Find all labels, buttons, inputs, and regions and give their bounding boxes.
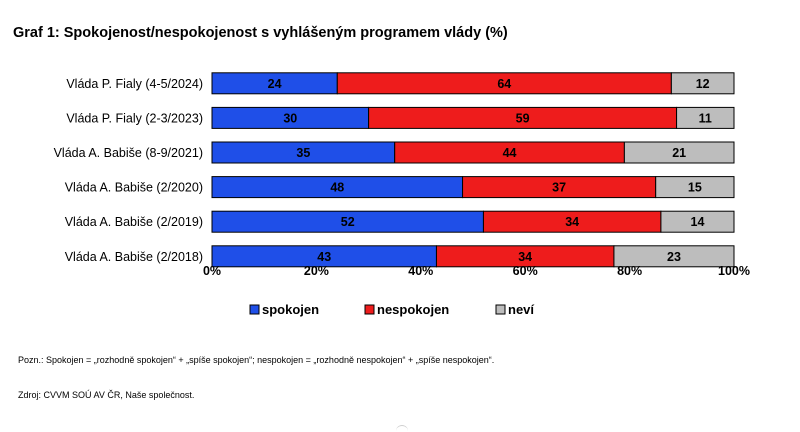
data-label: 14: [691, 215, 705, 229]
category-label: Vláda P. Fialy (2-3/2023): [66, 111, 203, 125]
bar-segment-neví: [623, 141, 735, 164]
category-label: Vláda A. Babiše (2/2019): [65, 215, 203, 229]
source-note: Zdroj: CVVM SOÚ AV ČR, Naše společnost.: [18, 390, 195, 400]
data-label: 24: [268, 77, 282, 91]
legend-label: spokojen: [262, 302, 319, 317]
x-tick-label: 0%: [203, 264, 221, 278]
data-label: 15: [688, 181, 702, 195]
data-label: 64: [497, 77, 511, 91]
data-label: 23: [667, 250, 681, 264]
category-label: Vláda A. Babiše (8-9/2021): [54, 146, 203, 160]
bars-layer: 24 64 12 30 59 11 35 44 21 48 37 15 52 34 14 43 34 23: [211, 72, 735, 268]
data-label: 34: [518, 250, 532, 264]
data-label: 44: [503, 146, 517, 160]
data-label: 37: [552, 181, 566, 195]
bar-segment-neví: [676, 106, 735, 129]
legend: spokojen nespokojen neví: [249, 302, 534, 317]
bar-segment-neví: [660, 210, 735, 233]
data-label: 11: [699, 111, 712, 125]
x-tick-label: 100%: [718, 264, 750, 278]
page-edge-mark: [396, 425, 408, 432]
definition-note: Pozn.: Spokojen = „rozhodně spokojen“ + …: [18, 355, 495, 365]
legend-label: nespokojen: [377, 302, 449, 317]
x-axis: 0% 20% 40% 60% 80% 100%: [203, 264, 750, 278]
x-tick-label: 60%: [513, 264, 538, 278]
legend-label: neví: [508, 302, 534, 317]
data-label: 59: [516, 111, 530, 125]
bar-segment-neví: [613, 245, 735, 268]
x-tick-label: 80%: [617, 264, 642, 278]
chart-title: Graf 1: Spokojenost/nespokojenost s vyhl…: [13, 25, 508, 41]
bar-segment-neví: [655, 176, 735, 199]
data-label: 21: [672, 146, 686, 160]
data-label: 43: [317, 250, 331, 264]
bar-segment-neví: [670, 72, 735, 95]
data-label: 52: [341, 215, 355, 229]
legend-swatch-spokojen: [249, 304, 260, 315]
x-tick-label: 20%: [304, 264, 329, 278]
data-label: 12: [696, 77, 710, 91]
data-label: 30: [283, 111, 297, 125]
legend-swatch-neví: [495, 304, 506, 315]
x-tick-label: 40%: [408, 264, 433, 278]
legend-swatch-nespokojen: [364, 304, 375, 315]
data-label: 48: [330, 181, 344, 195]
category-label: Vláda A. Babiše (2/2020): [65, 181, 203, 195]
category-label: Vláda A. Babiše (2/2018): [65, 250, 203, 264]
category-label: Vláda P. Fialy (4-5/2024): [66, 77, 203, 91]
data-label: 35: [296, 146, 310, 160]
category-labels-layer: Vláda P. Fialy (4-5/2024) Vláda P. Fialy …: [54, 77, 203, 264]
data-label: 34: [565, 215, 579, 229]
